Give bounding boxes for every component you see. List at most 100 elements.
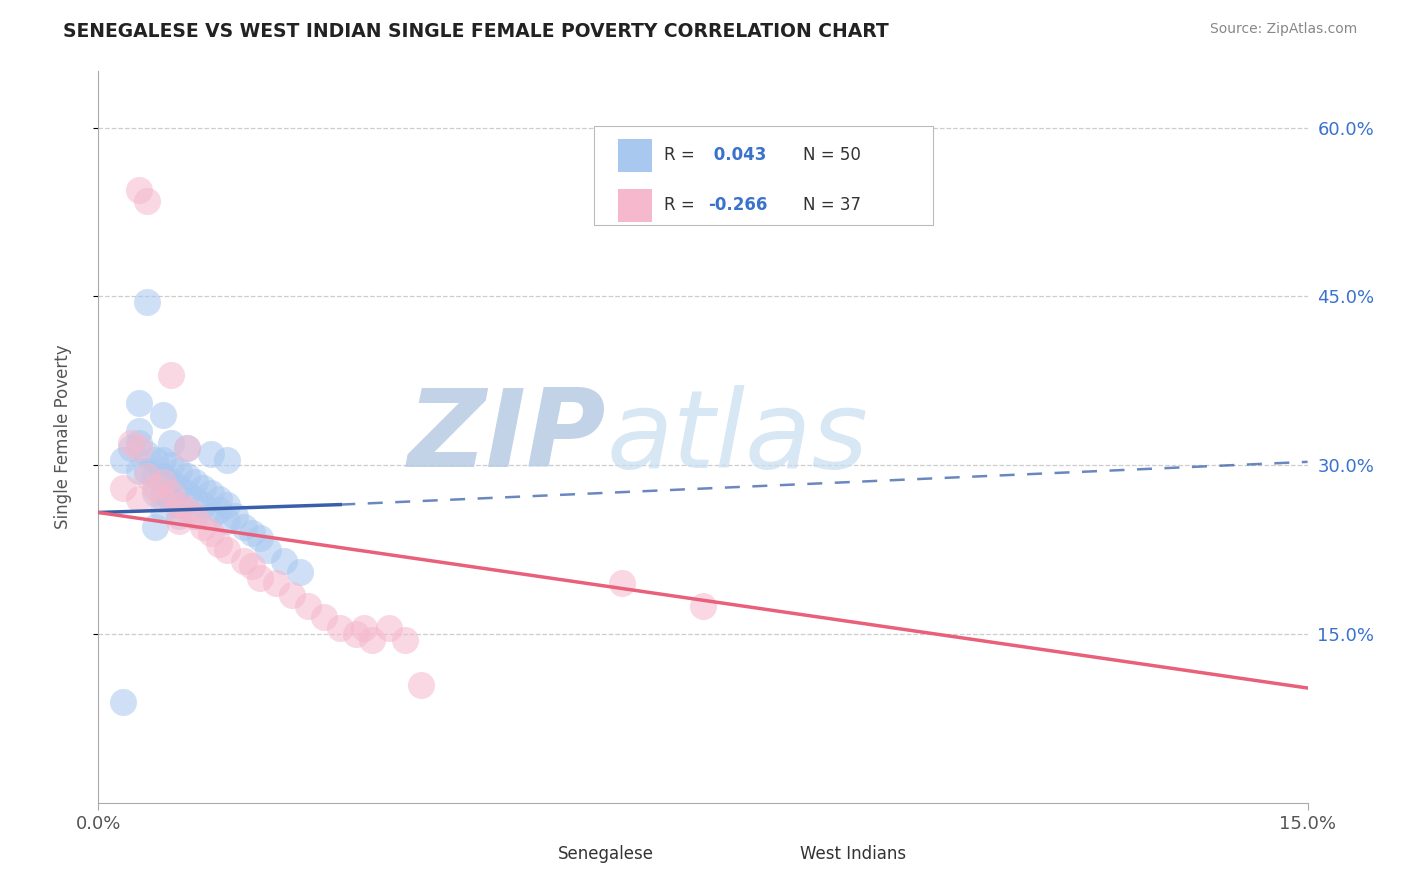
Point [314,610,336,624]
Point [160,368,183,383]
Point [200,447,222,461]
Point [353,621,375,635]
Point [152,452,174,467]
Point [120,435,142,450]
Point [224,508,246,523]
Text: Senegalese: Senegalese [558,845,654,863]
Point [184,508,207,523]
Point [249,532,271,546]
Point [217,542,239,557]
Point [128,182,150,196]
Point [160,486,183,500]
Point [208,491,231,506]
Point [692,599,714,613]
Point [288,565,311,579]
FancyBboxPatch shape [619,139,652,172]
Point [143,481,166,495]
Point [135,295,157,310]
Point [143,520,166,534]
Y-axis label: Single Female Poverty: Single Female Poverty [53,345,72,529]
Text: R =: R = [664,196,700,214]
Point [273,554,295,568]
Point [200,508,222,523]
Point [184,491,207,506]
Point [160,491,183,506]
Point [135,194,157,208]
Point [111,452,134,467]
Text: N = 37: N = 37 [803,196,862,214]
Point [152,486,174,500]
Point [167,464,190,478]
Point [184,475,207,489]
Point [176,442,198,456]
Point [249,571,271,585]
Point [329,621,352,635]
Point [135,469,157,483]
Point [111,481,134,495]
Point [160,435,183,450]
Point [120,442,142,456]
Point [193,498,215,512]
Text: 0.043: 0.043 [707,146,766,164]
Point [281,588,304,602]
Point [128,435,150,450]
Point [217,452,239,467]
Point [176,503,198,517]
Point [143,486,166,500]
Point [377,621,399,635]
Point [394,632,416,647]
Point [152,475,174,489]
Point [208,537,231,551]
Point [176,486,198,500]
Point [143,452,166,467]
Point [193,520,215,534]
Text: ZIP: ZIP [408,384,606,490]
Point [152,469,174,483]
Text: West Indians: West Indians [800,845,905,863]
Point [200,486,222,500]
Point [409,678,432,692]
Point [176,469,198,483]
Point [152,408,174,422]
Text: Source: ZipAtlas.com: Source: ZipAtlas.com [1209,22,1357,37]
Point [128,425,150,439]
Point [232,554,254,568]
Point [111,694,134,708]
Text: N = 50: N = 50 [803,146,862,164]
Point [193,481,215,495]
Point [135,447,157,461]
Point [264,576,287,591]
Point [167,498,190,512]
Point [232,520,254,534]
Point [344,627,367,641]
FancyBboxPatch shape [619,189,652,222]
Point [217,498,239,512]
Text: -0.266: -0.266 [707,196,768,214]
Point [208,503,231,517]
Point [160,458,183,473]
Point [184,508,207,523]
Text: atlas: atlas [606,384,868,490]
Point [128,442,150,456]
Point [152,491,174,506]
Point [143,469,166,483]
Point [167,481,190,495]
Point [128,396,150,410]
Point [167,508,190,523]
FancyBboxPatch shape [461,839,527,872]
Point [612,576,634,591]
Point [135,464,157,478]
Point [240,559,263,574]
Point [217,515,239,529]
Point [152,503,174,517]
FancyBboxPatch shape [703,839,769,872]
Point [256,542,278,557]
Point [128,491,150,506]
Text: SENEGALESE VS WEST INDIAN SINGLE FEMALE POVERTY CORRELATION CHART: SENEGALESE VS WEST INDIAN SINGLE FEMALE … [63,22,889,41]
Point [128,464,150,478]
Point [297,599,319,613]
Point [167,515,190,529]
FancyBboxPatch shape [595,126,932,225]
Text: R =: R = [664,146,700,164]
Point [176,442,198,456]
